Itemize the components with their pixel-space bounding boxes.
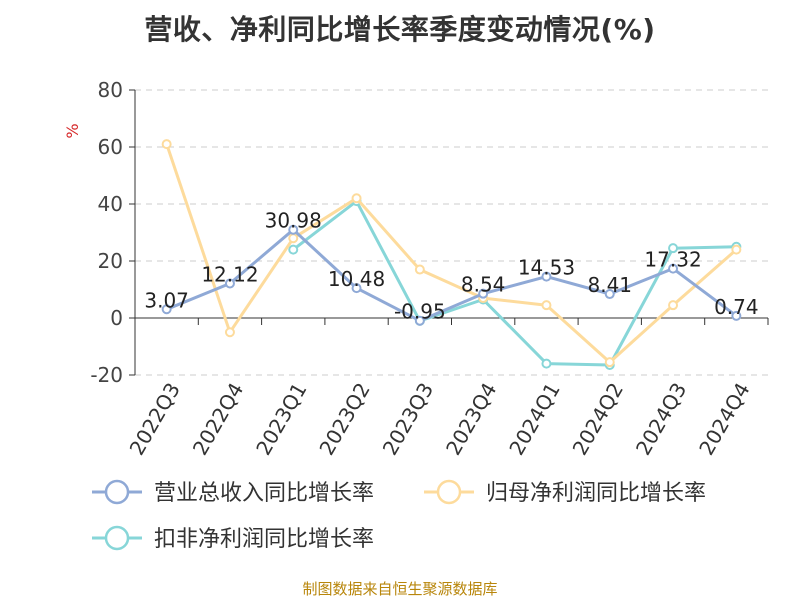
data-point [414, 315, 425, 326]
data-point [731, 244, 742, 255]
x-tick-label: 2023Q2 [314, 379, 374, 460]
data-labels: 3.07 12.12 30.98 10.48 -0.95 8.54 14.53 8.41 17.… [144, 209, 758, 324]
y-tick-label: -20 [90, 363, 123, 387]
data-point [604, 289, 615, 300]
x-tick-label: 2023Q3 [378, 378, 438, 459]
data-label: 8.54 [461, 273, 506, 297]
legend-label: 营业总收入同比增长率 [154, 481, 374, 506]
data-point [668, 300, 679, 311]
series-line [166, 228, 738, 323]
y-tick-label: 0 [110, 306, 123, 330]
x-tick-label: 2024Q1 [504, 379, 564, 460]
legend-label: 归母净利润同比增长率 [486, 481, 706, 506]
data-point [288, 233, 299, 244]
data-point [478, 288, 489, 299]
source-footer: 制图数据来自恒生聚源数据库 [302, 580, 498, 598]
x-tick-label: 2024Q3 [631, 379, 691, 460]
x-tick-label: 2022Q3 [125, 379, 185, 460]
data-label: 17.32 [644, 248, 701, 272]
data-point [161, 304, 172, 315]
x-tick-label: 2023Q1 [251, 379, 311, 460]
y-tick-label: 20 [98, 249, 123, 273]
data-point [541, 271, 552, 282]
legend-item[interactable]: 营业总收入同比增长率 [92, 479, 374, 506]
legend-item[interactable]: 归母净利润同比增长率 [424, 479, 706, 506]
data-point [224, 278, 235, 289]
data-label: 14.53 [518, 256, 575, 280]
data-point [351, 193, 362, 204]
data-label: 8.41 [587, 273, 632, 297]
data-point [668, 263, 679, 274]
data-label: 12.12 [201, 262, 258, 286]
data-point [541, 300, 552, 311]
x-tick-label: 2024Q4 [694, 379, 754, 460]
legend-label: 扣非净利润同比增长率 [154, 527, 374, 552]
x-tick-label: 2023Q4 [441, 379, 501, 460]
series-group [161, 139, 742, 371]
data-label: 0.74 [714, 295, 759, 319]
y-tick-label: 60 [98, 135, 123, 159]
legend-marker [104, 525, 130, 551]
x-tick-label: 2024Q2 [568, 379, 628, 460]
data-point [224, 327, 235, 338]
data-point [668, 243, 679, 254]
y-tick-label: 80 [98, 78, 123, 102]
data-point [414, 264, 425, 275]
data-point [351, 283, 362, 294]
chart-title: 营收、净利同比增长率季度变动情况(%) [144, 13, 656, 46]
data-point [161, 139, 172, 150]
data-label: 10.48 [328, 267, 385, 291]
y-axis-unit-label: % [63, 123, 82, 138]
legend-marker [104, 479, 130, 505]
series-0 [161, 224, 742, 326]
data-point [288, 244, 299, 255]
data-label: 3.07 [144, 288, 189, 312]
series-line [165, 143, 738, 364]
legend-marker [436, 479, 462, 505]
x-tick-label: 2022Q4 [188, 379, 248, 460]
data-label: -0.95 [394, 300, 446, 324]
y-tick-label: 40 [98, 192, 123, 216]
series-line [292, 199, 737, 367]
data-point [288, 224, 299, 235]
data-label: 30.98 [265, 209, 322, 233]
data-point [604, 357, 615, 368]
legend-item[interactable]: 扣非净利润同比增长率 [92, 525, 374, 552]
data-point [731, 310, 742, 321]
data-point [541, 358, 552, 369]
